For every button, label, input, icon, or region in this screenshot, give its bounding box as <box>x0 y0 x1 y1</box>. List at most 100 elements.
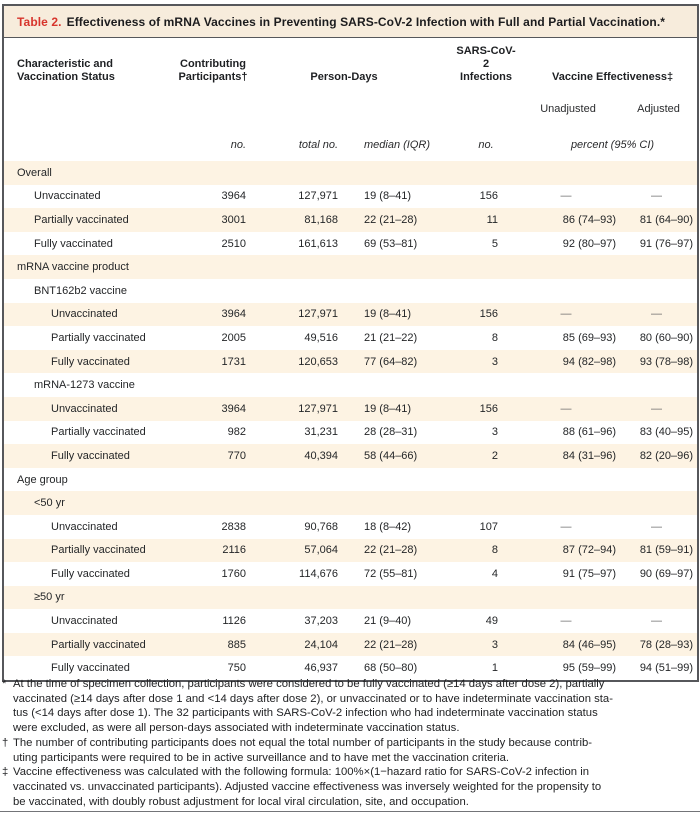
cell-ve-unadjusted: — <box>560 308 572 321</box>
row-label: Unvaccinated <box>51 308 118 321</box>
footnote: ‡ Vaccine effectiveness was calculated wi… <box>0 765 698 809</box>
cell-participants-no: 2005 <box>221 331 246 344</box>
units-median-iqr: median (IQR) <box>364 139 431 151</box>
cell-participants-no: 1760 <box>221 567 246 580</box>
cell-ve-adjusted: 81 (64–90) <box>639 213 694 226</box>
table-row: Fully vaccinated 750 46,937 68 (50–80) 1 95 (… <box>4 656 697 680</box>
footnote-marker: * <box>2 678 7 690</box>
table-row: Fully vaccinated 1731 120,653 77 (64–82) 3 94… <box>4 349 698 374</box>
cell-person-days-total: 37,203 <box>304 615 338 628</box>
row-label: Partially vaccinated <box>51 331 146 344</box>
cell-person-days-total: 31,231 <box>304 426 338 439</box>
cell-participants-no: 1731 <box>221 355 246 368</box>
row-label: Fully vaccinated <box>51 355 130 368</box>
header-vaccine-effectiveness: Vaccine Effectiveness‡ <box>551 71 674 83</box>
header-person-days: Person-Days <box>310 71 378 83</box>
footnote-line: uting participants were required to be i… <box>13 751 510 764</box>
row-label: Unvaccinated <box>51 402 118 415</box>
header-unadjusted: Unadjusted <box>540 103 596 115</box>
cell-person-days-median: 72 (55–81) <box>364 567 418 580</box>
cell-infections-no: 3 <box>491 638 499 651</box>
cell-ve-adjusted: 93 (78–98) <box>639 355 694 368</box>
bottom-rule <box>0 811 700 812</box>
row-label: Fully vaccinated <box>51 662 130 675</box>
cell-person-days-total: 46,937 <box>304 662 338 675</box>
row-label: Partially vaccinated <box>51 426 146 439</box>
row-label: Fully vaccinated <box>34 237 113 250</box>
cell-ve-adjusted: 94 (51–99) <box>639 662 694 675</box>
row-label: mRNA vaccine product <box>17 261 129 274</box>
table-row: Overall <box>4 161 698 185</box>
cell-ve-adjusted: 81 (59–91) <box>639 544 694 557</box>
cell-person-days-median: 21 (9–40) <box>364 615 412 628</box>
table-row: Partially vaccinated 2005 49,516 21 (21–22)… <box>4 326 697 350</box>
cell-person-days-total: 81,168 <box>304 213 338 226</box>
cell-participants-no: 982 <box>227 426 246 439</box>
cell-participants-no: 2116 <box>222 544 246 557</box>
cell-ve-unadjusted: 95 (59–99) <box>562 662 617 675</box>
cell-person-days-median: 18 (8–42) <box>364 520 412 533</box>
cell-infections-no: 156 <box>479 308 499 321</box>
row-label: <50 yr <box>34 497 65 510</box>
units-total-no: total no. <box>298 139 338 151</box>
header-contributing-participants: Contributing Participants† <box>178 58 248 83</box>
cell-ve-unadjusted: 88 (61–96) <box>562 426 617 439</box>
table-title-bar: Table 2. Effectiveness of mRNA Vaccines i… <box>4 6 697 38</box>
cell-ve-unadjusted: — <box>560 520 572 533</box>
cell-participants-no: 2510 <box>221 237 246 250</box>
footnote: * At the time of specimen collection, par… <box>0 677 698 736</box>
header-subgroup-row: Unadjusted Adjusted <box>4 88 697 120</box>
table-row: mRNA-1273 vaccine <box>4 373 697 397</box>
cell-participants-no: 885 <box>227 638 246 651</box>
table-row: ≥50 yr <box>4 585 698 610</box>
table-row: Age group <box>4 468 697 492</box>
cell-ve-unadjusted: 94 (82–98) <box>562 355 617 368</box>
cell-participants-no: 750 <box>227 662 246 675</box>
cell-ve-adjusted: 90 (69–97) <box>639 567 694 580</box>
effectiveness-table: Characteristic and Vaccination Status Co… <box>4 38 698 680</box>
units-participants-no: no. <box>230 139 246 151</box>
cell-person-days-total: 40,394 <box>304 449 338 462</box>
row-label: Age group <box>17 473 68 486</box>
footnote: † The number of contributing participants… <box>0 736 698 765</box>
table-row: Partially vaccinated 982 31,231 28 (28–31) 3… <box>4 421 697 445</box>
table-row: Unvaccinated 3964 127,971 19 (8–41) 156 — — <box>4 396 698 421</box>
row-label: mRNA-1273 vaccine <box>34 379 135 392</box>
cell-ve-adjusted: — <box>651 402 663 415</box>
cell-infections-no: 8 <box>491 331 499 344</box>
footnotes: * At the time of specimen collection, par… <box>0 677 698 809</box>
cell-person-days-median: 22 (21–28) <box>364 638 418 651</box>
cell-participants-no: 1126 <box>222 615 246 628</box>
cell-ve-unadjusted: 84 (46–95) <box>562 638 617 651</box>
row-label: Fully vaccinated <box>51 567 130 580</box>
cell-ve-unadjusted: — <box>560 190 572 203</box>
cell-person-days-median: 22 (21–28) <box>364 213 418 226</box>
cell-participants-no: 3964 <box>221 190 246 203</box>
cell-infections-no: 3 <box>491 355 499 368</box>
cell-person-days-median: 19 (8–41) <box>364 190 412 203</box>
table-row: Fully vaccinated 770 40,394 58 (44–66) 2 84 (… <box>4 444 698 468</box>
table-row: Partially vaccinated 2116 57,064 22 (21–28)… <box>4 538 698 563</box>
cell-ve-adjusted: — <box>651 615 663 628</box>
cell-person-days-median: 28 (28–31) <box>364 426 418 439</box>
cell-ve-unadjusted: 85 (69–93) <box>562 331 617 344</box>
table-figure: Table 2. Effectiveness of mRNA Vaccines i… <box>2 4 699 683</box>
header-characteristic: Characteristic and Vaccination Status <box>17 58 115 83</box>
cell-person-days-total: 127,971 <box>298 190 338 203</box>
table-row: Fully vaccinated 2510 161,613 69 (53–81) 5 92… <box>4 232 697 256</box>
cell-ve-adjusted: 80 (60–90) <box>639 331 694 344</box>
cell-ve-adjusted: — <box>651 190 663 203</box>
units-percent-ci: percent (95% CI) <box>570 139 655 151</box>
table-row: mRNA vaccine product <box>4 255 698 279</box>
header-adjusted: Adjusted <box>637 103 680 115</box>
header-sars-cov2-infections: SARS-CoV-2 Infections <box>456 45 516 83</box>
row-label: Fully vaccinated <box>51 449 130 462</box>
table-row: BNT162b2 vaccine <box>4 279 697 303</box>
footnote-marker: ‡ <box>2 766 9 779</box>
header-group-row: Characteristic and Vaccination Status Co… <box>4 38 697 88</box>
cell-person-days-total: 120,653 <box>298 355 338 368</box>
cell-participants-no: 2838 <box>221 520 246 533</box>
cell-ve-adjusted: 82 (20–96) <box>639 449 694 462</box>
row-label: ≥50 yr <box>34 591 65 604</box>
